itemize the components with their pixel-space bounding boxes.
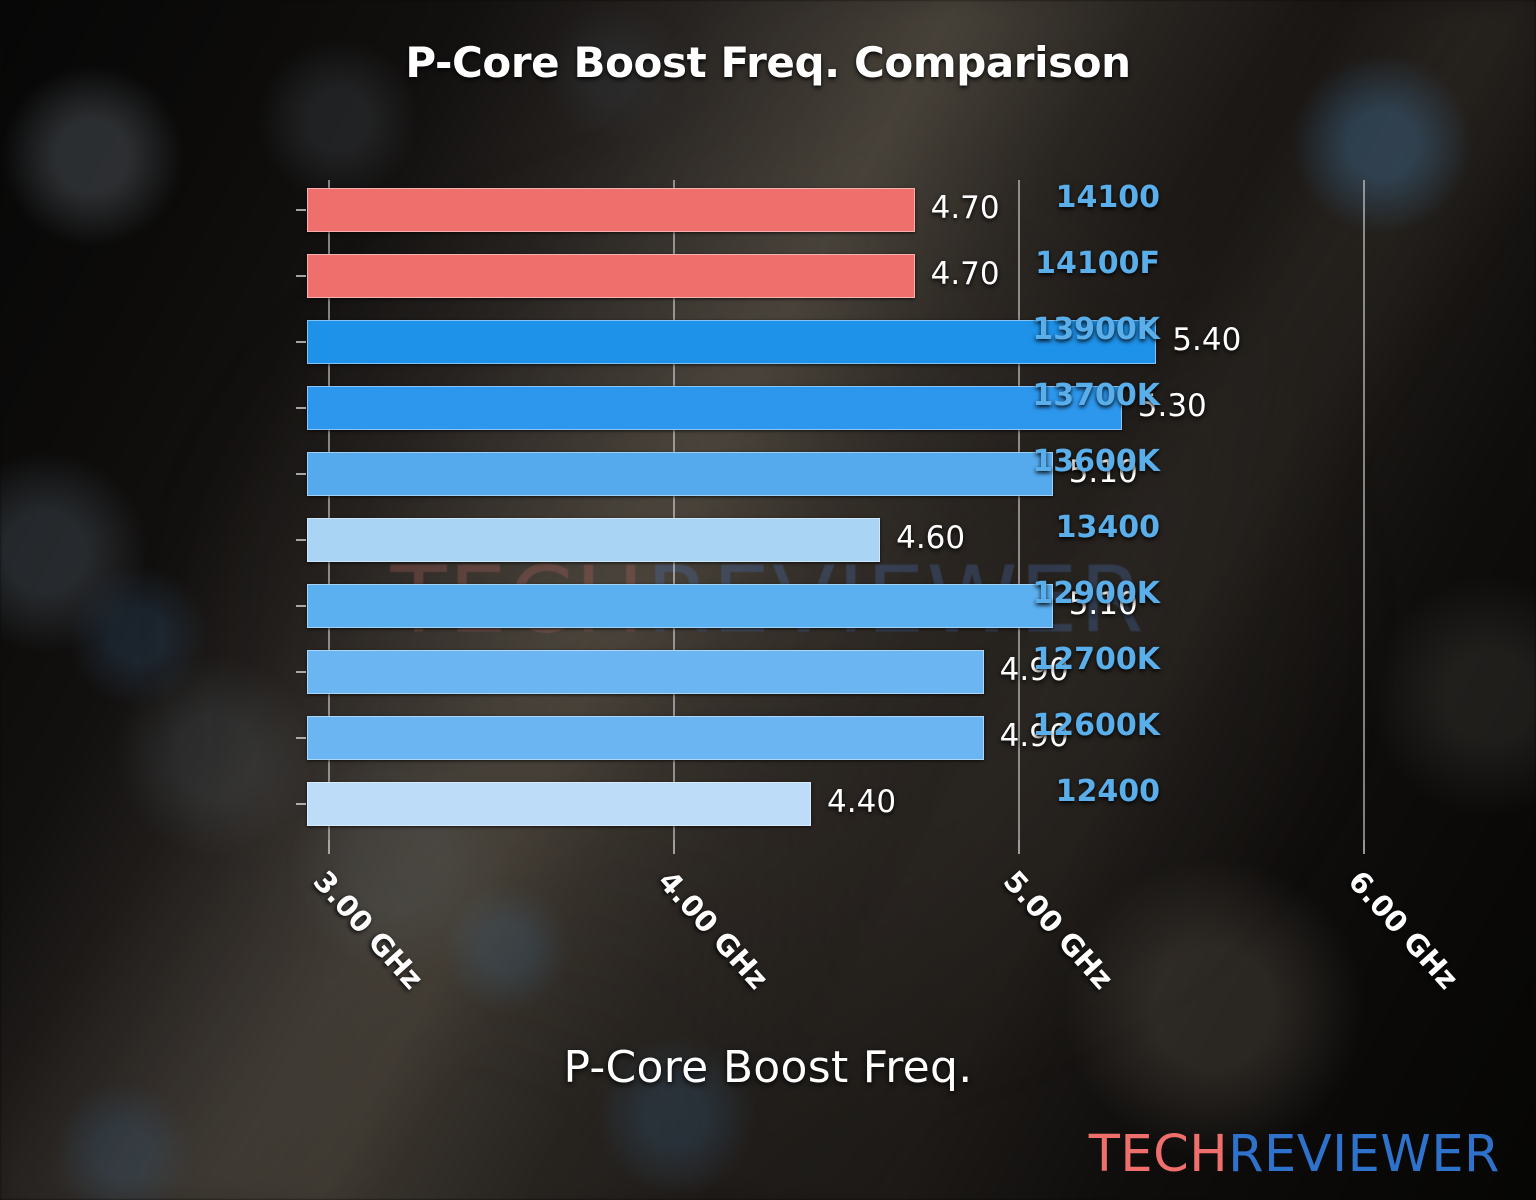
x-axis-tick-label: 5.00 GHz — [996, 864, 1121, 996]
x-axis-tick-label: 3.00 GHz — [306, 864, 430, 996]
y-axis-tick — [296, 671, 306, 673]
y-axis-tick — [296, 473, 306, 475]
y-axis-tick — [296, 209, 306, 211]
brand-logo: TECHREVIEWER — [1089, 1125, 1500, 1184]
y-axis-tick — [296, 341, 306, 343]
bar-row: 4.70 14100 — [296, 180, 1467, 246]
chart-title: P-Core Boost Freq. Comparison — [405, 38, 1131, 87]
gridline — [1018, 180, 1021, 840]
y-axis-category-label: 12600K — [1032, 708, 1160, 743]
bar-row: 5.10 13600K — [296, 444, 1467, 510]
x-axis-tick — [1363, 840, 1366, 854]
bar-value-label: 4.70 — [930, 190, 1000, 226]
bar-value-label: 4.70 — [930, 256, 1000, 292]
x-axis-tick-label: 6.00 GHz — [1342, 864, 1466, 996]
y-axis-category-label: 14100F — [1035, 246, 1160, 281]
y-axis-category-label: 12900K — [1032, 576, 1160, 611]
bar-row: 4.90 12700K — [296, 642, 1467, 708]
y-axis-category-label: 13900K — [1032, 312, 1160, 347]
bar-row: 5.30 13700K — [296, 378, 1467, 444]
gridline — [672, 180, 675, 840]
bar — [307, 254, 915, 298]
bar-row: 5.40 13900K — [296, 312, 1467, 378]
bar — [307, 584, 1053, 628]
bar-value-label: 4.60 — [896, 520, 966, 556]
bar-value-label: 4.90 — [999, 718, 1069, 754]
bar-value-label: 5.10 — [1068, 586, 1138, 622]
y-axis-category-label: 13400 — [1055, 510, 1160, 545]
bar — [307, 650, 984, 694]
y-axis-category-label: 13700K — [1032, 378, 1160, 413]
gridline — [1363, 180, 1366, 840]
x-axis-label: P-Core Boost Freq. — [563, 1042, 973, 1093]
bar-row: 5.10 12900K — [296, 576, 1467, 642]
bar-value-label: 5.30 — [1137, 388, 1207, 424]
y-axis-tick — [296, 539, 306, 541]
bar — [307, 716, 984, 760]
y-axis-tick — [296, 407, 306, 409]
x-axis-tick — [1018, 840, 1021, 854]
bar — [307, 518, 881, 562]
bar-value-label: 4.90 — [999, 652, 1069, 688]
y-axis-tick — [296, 275, 306, 277]
y-axis-category-label: 12400 — [1055, 774, 1160, 809]
bar — [307, 386, 1122, 430]
bar — [307, 782, 812, 826]
x-axis-tick-label: 4.00 GHz — [651, 864, 776, 996]
y-axis-category-label: 13600K — [1032, 444, 1160, 479]
bar-value-label: 4.40 — [827, 784, 897, 820]
gridline — [327, 180, 330, 840]
bar-row: 4.40 12400 — [296, 774, 1467, 840]
bar — [307, 452, 1053, 496]
bar-value-label: 5.40 — [1172, 322, 1242, 358]
x-axis-tick — [672, 840, 675, 854]
bar — [307, 320, 1157, 364]
bar-row: 4.60 13400 — [296, 510, 1467, 576]
logo-tech-text: TECH — [1088, 1125, 1229, 1184]
x-axis-tick — [327, 840, 330, 854]
y-axis-category-label: 14100 — [1055, 180, 1160, 215]
bar-row: 4.70 14100F — [296, 246, 1467, 312]
bar-value-label: 5.10 — [1068, 454, 1138, 490]
y-axis-tick — [296, 737, 306, 739]
y-axis-tick — [296, 803, 306, 805]
plot-area: 3.00 GHz 4.00 GHz 5.00 GHz 6.00 GHz 4.70 1410… — [296, 180, 1467, 996]
logo-reviewer-text: REVIEWER — [1228, 1125, 1500, 1184]
bar — [307, 188, 915, 232]
y-axis-category-label: 12700K — [1032, 642, 1160, 677]
bar-row: 4.90 12600K — [296, 708, 1467, 774]
y-axis-tick — [296, 605, 306, 607]
